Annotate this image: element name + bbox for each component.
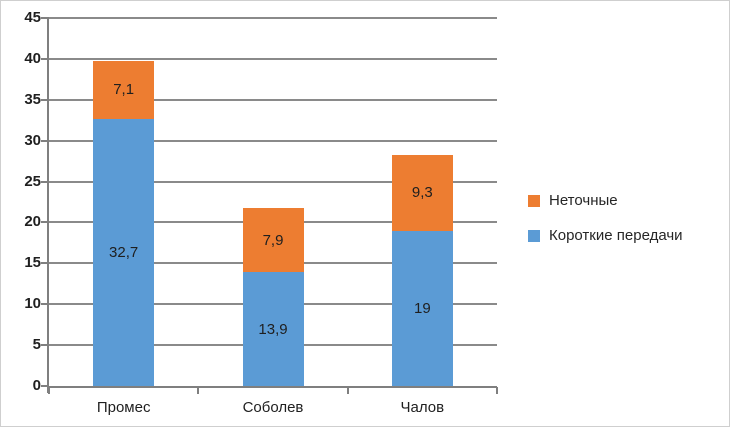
y-tick-mark — [41, 180, 49, 183]
y-axis-line — [47, 17, 49, 393]
y-tick-label: 25 — [24, 172, 41, 190]
y-tick-mark — [41, 262, 49, 265]
x-tick-mark — [346, 387, 349, 394]
bar-value-label: 13,9 — [258, 320, 288, 338]
bar-value-label: 19 — [413, 299, 431, 317]
gridline — [49, 98, 497, 101]
legend-item: Короткие передачи — [528, 227, 683, 244]
gridline — [49, 57, 497, 60]
bar-segment-Неточные: 9,3 — [391, 154, 453, 231]
x-axis-line — [47, 386, 497, 388]
legend: Неточные Короткие передачи — [528, 192, 683, 244]
y-tick-mark — [41, 385, 49, 387]
y-tick-mark — [41, 17, 49, 19]
y-tick-label: 0 — [32, 377, 41, 394]
legend-label: Короткие передачи — [549, 227, 683, 244]
plot-area: 32,7 7,1 13,9 7,9 19 9,3 — [41, 17, 497, 387]
y-tick-label: 35 — [24, 90, 41, 108]
legend-item: Неточные — [528, 192, 683, 209]
gridline — [49, 17, 497, 19]
legend-swatch — [528, 194, 540, 207]
bar-value-label: 32,7 — [109, 243, 139, 261]
bar-value-label: 7,1 — [113, 81, 135, 99]
x-category-label: Соболев — [242, 399, 304, 416]
y-tick-mark — [41, 303, 49, 306]
y-tick-mark — [41, 221, 49, 224]
y-tick-label: 30 — [24, 131, 41, 149]
y-tick-label: 15 — [24, 254, 41, 272]
x-category-label: Чалов — [400, 399, 445, 416]
gridline — [49, 139, 497, 142]
bar-segment-Короткие передачи: 19 — [391, 230, 453, 386]
y-tick-mark — [41, 344, 49, 347]
y-tick-label: 5 — [32, 336, 41, 354]
x-tick-mark — [197, 387, 200, 394]
legend-swatch — [528, 229, 540, 242]
x-tick-mark — [48, 387, 50, 394]
bar-segment-Короткие передачи: 32,7 — [93, 118, 155, 386]
y-tick-mark — [41, 57, 49, 60]
bar-segment-Короткие передачи: 13,9 — [242, 272, 304, 386]
legend-label: Неточные — [549, 192, 618, 209]
gridline — [49, 180, 497, 183]
y-tick-label: 40 — [24, 49, 41, 67]
bar-value-label: 9,3 — [411, 184, 433, 202]
y-tick-label: 45 — [24, 9, 41, 26]
x-category-label: Промес — [96, 399, 151, 416]
x-tick-mark — [496, 387, 498, 394]
y-tick-label: 10 — [24, 295, 41, 313]
y-tick-label: 20 — [24, 213, 41, 231]
bar-segment-Неточные: 7,1 — [93, 60, 155, 119]
y-tick-mark — [41, 139, 49, 142]
bar-segment-Неточные: 7,9 — [242, 207, 304, 273]
bar-value-label: 7,9 — [262, 231, 284, 249]
y-tick-mark — [41, 98, 49, 101]
